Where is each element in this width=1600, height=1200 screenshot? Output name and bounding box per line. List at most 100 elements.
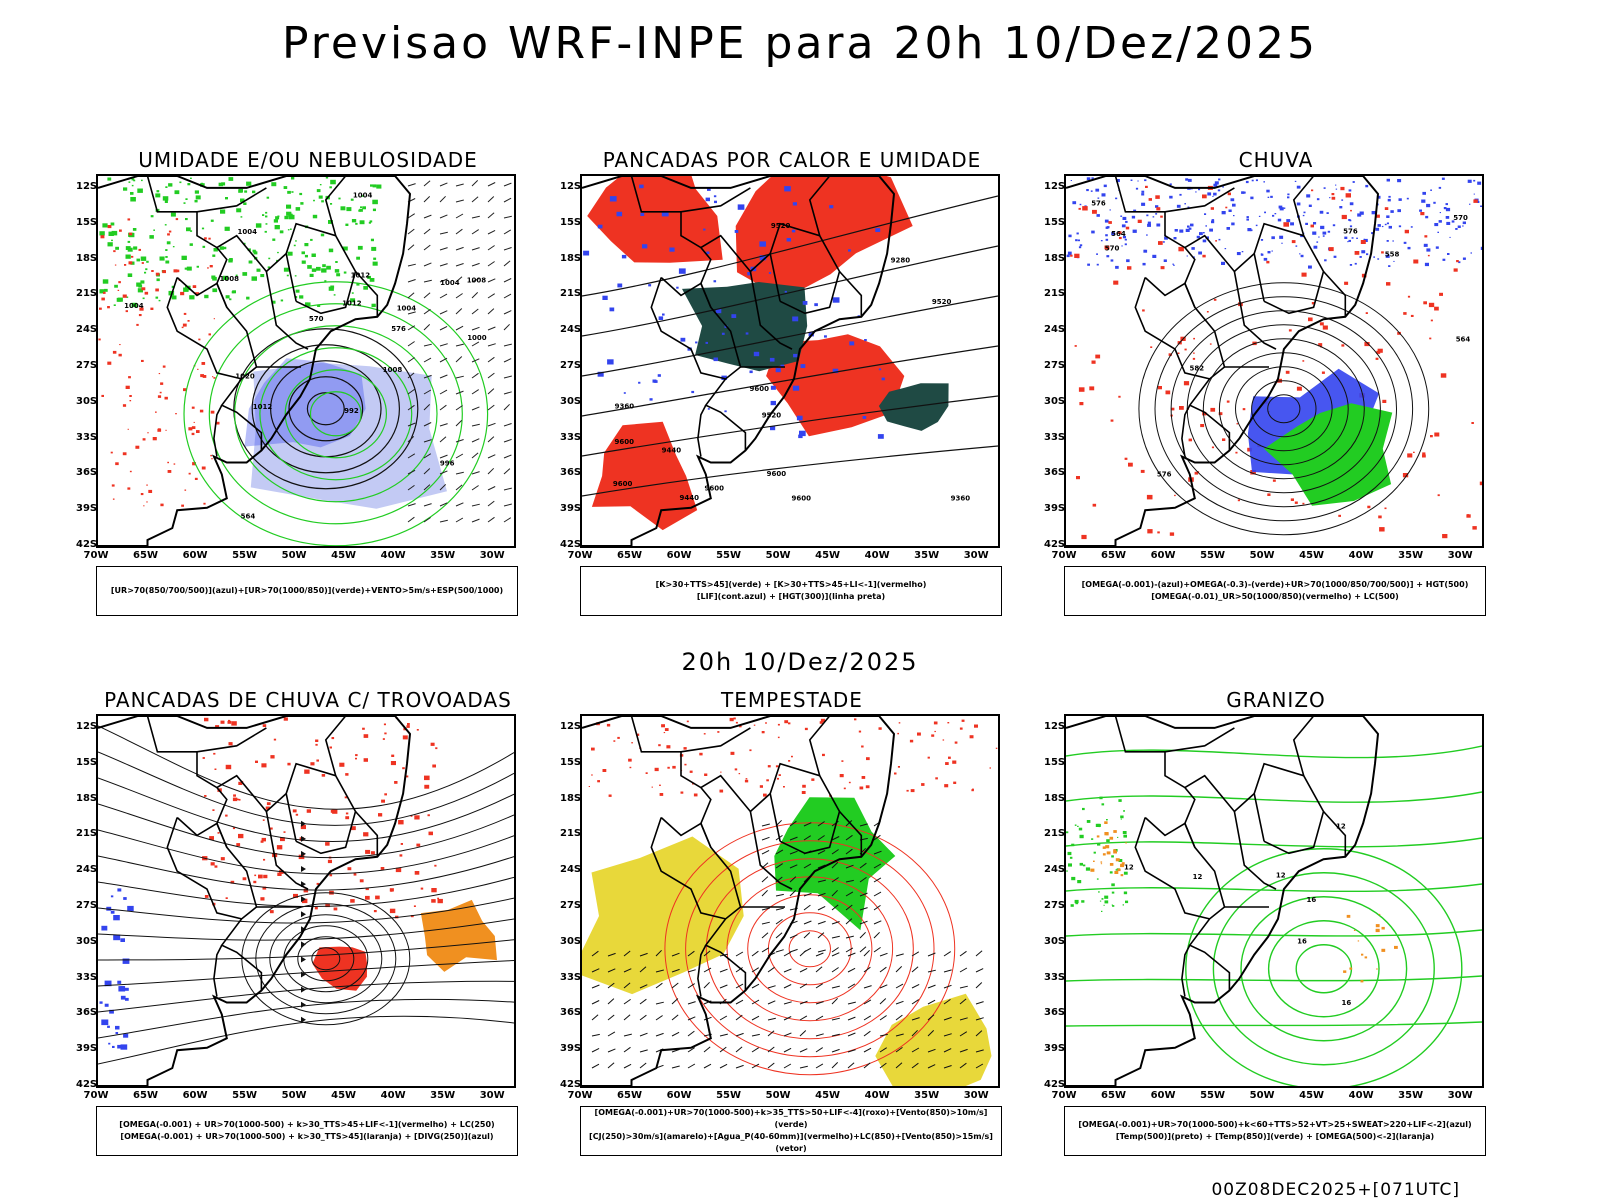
wind-vector [655,1015,663,1021]
wind-vector [735,1032,744,1037]
wind-vector [439,357,448,363]
lat-tick-label: 39S [1044,1043,1066,1055]
water-area-red [759,785,763,788]
omega-area-red [1074,253,1080,258]
humidity-area-green [252,190,256,194]
omega-area-blue [1316,241,1319,243]
thunderstorm-area-red [435,747,438,750]
panel-chuva: CHUVA 582 576 576 570 570 564 564 558 576 12S 15S… [1044,148,1506,628]
temp850-contour [1066,745,1482,759]
wind-vector [767,1062,775,1069]
wind-vector [943,1065,952,1069]
wind-vector [591,1000,600,1005]
omega-area-blue [1143,249,1147,252]
wind-vector [911,1062,919,1069]
wind-vector [783,1016,792,1021]
humidity-area-green [127,240,131,243]
omega-area-orange [1125,842,1127,844]
omega-area-blue [1147,223,1151,227]
omega-area-blue [1388,265,1391,267]
humidity-area-green [128,181,131,183]
temp850-contour [1104,895,1109,899]
wind-vector [831,849,839,855]
divergence-area-blue [122,958,130,964]
lif-contour-blue [648,284,652,287]
humidity-area-green [225,197,228,200]
omega-area-blue [1202,239,1207,243]
thickness-contour-red [125,385,130,389]
streamline [98,960,514,987]
lat-tick-label: 33S [1044,431,1066,443]
wind-vector [639,952,648,957]
omega-area-blue [1111,232,1115,236]
wind-vector [423,484,431,491]
thickness-contour-red [213,318,215,320]
thunderstorm-area-red [209,836,214,840]
wind-vector [591,968,600,973]
thickness-contour-red [211,458,213,460]
humidity-area-green [324,280,327,282]
country-border [1292,176,1315,236]
wind-vector [767,1030,775,1037]
wind-vector [639,1062,647,1069]
wind-vector [687,950,695,957]
temp850-contour [1070,904,1074,907]
humidity-area-green [271,300,276,304]
humidity-area-green [171,295,177,300]
wind-vector [719,968,728,973]
lon-tick-label: 60W [1150,1090,1176,1101]
humidity-area-green [99,289,105,294]
wind-vector [407,263,416,267]
lat-tick-label: 30S [560,395,582,407]
omega-area-orange [1353,929,1356,931]
omega-area-blue [1462,221,1466,225]
lif-contour-blue [796,415,803,421]
water-area-red [804,727,808,731]
wind-vector [455,502,464,507]
wind-vector [799,1048,808,1053]
lif-contour-blue [829,205,834,209]
country-border [749,271,793,350]
omega-area-blue [1205,225,1207,227]
lif-contour-blue [658,316,664,320]
thunderstorm-area-red [345,812,349,815]
country-border [1184,774,1255,813]
divergence-area-blue [127,905,134,912]
omega-area-orange [1376,968,1378,970]
water-area-red [704,773,708,776]
omega-area-red [1442,534,1448,539]
wind-vector [783,984,792,989]
map-trovoadas: 12S 15S 18S 21S 24S 27S 30S 33S 36S 39S 42S 70W 65W 6… [76,714,516,1101]
omega-area-red [1157,386,1162,390]
water-area-red [866,757,870,761]
panel-legend: [OMEGA(-0.001) + UR>70(1000-500) + k>30_… [96,1106,518,1156]
thickness-contour-red [200,374,204,378]
contour-label: 9440 [662,447,682,455]
omega-area-blue [1258,215,1261,217]
thunderstorm-area-red [370,851,375,855]
humidity-area-green [153,229,155,231]
lat-tick-label: 21S [1044,828,1066,840]
temp850-contour [1074,824,1077,826]
omega-area-blue [1132,229,1137,233]
lif-contour-blue [654,380,658,383]
wind-vector [895,1046,903,1053]
thunderstorm-area-red [380,867,385,870]
omega-area-red [1157,531,1160,534]
water-area-red [766,779,769,782]
omega-area-red [1150,346,1153,348]
omega-area-red [1179,406,1184,410]
thickness-contour-red [208,237,211,240]
omega-area-red [1242,408,1246,411]
water-area-red [703,733,706,735]
lon-tick-label: 60W [1150,550,1176,561]
wind-vector [623,950,631,957]
omega-area-red [1194,471,1199,475]
omega-area-red [1294,501,1298,504]
thickness-contour-red [146,501,148,503]
wind-vector [783,951,792,957]
omega-area-blue [1187,206,1190,208]
humidity-area-green [362,206,366,210]
omega-area-red [1124,457,1128,460]
humidity-area-green [131,184,134,187]
